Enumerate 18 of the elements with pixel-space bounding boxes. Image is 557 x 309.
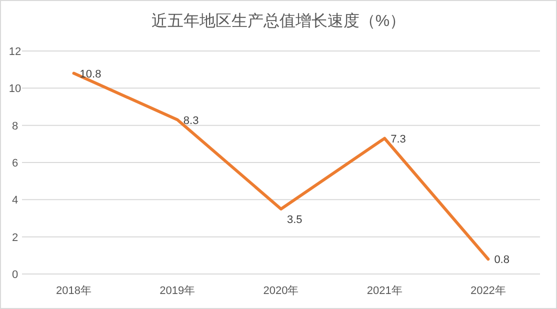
data-label: 8.3: [183, 114, 199, 127]
xtick-label: 2021年: [366, 285, 402, 297]
ytick-label: 8: [12, 120, 18, 132]
ytick-label: 6: [12, 158, 18, 170]
data-label: 10.8: [80, 68, 102, 80]
ytick-label: 2: [12, 232, 18, 244]
xtick-label: 2020年: [263, 285, 299, 297]
xtick-label: 2018年: [56, 285, 92, 297]
data-label: 0.8: [494, 254, 510, 266]
ytick-label: 0: [12, 269, 18, 281]
xtick-label: 2019年: [160, 285, 196, 297]
ytick-label: 4: [12, 194, 18, 207]
data-label: 3.5: [287, 214, 302, 226]
xtick-label: 2022年: [470, 285, 506, 297]
title: 近五年地区生产总值增长速度（%）: [151, 13, 406, 30]
ytick-label: 10: [8, 83, 22, 96]
ytick-label: 12: [8, 46, 22, 58]
data-label: 7.3: [390, 133, 406, 146]
